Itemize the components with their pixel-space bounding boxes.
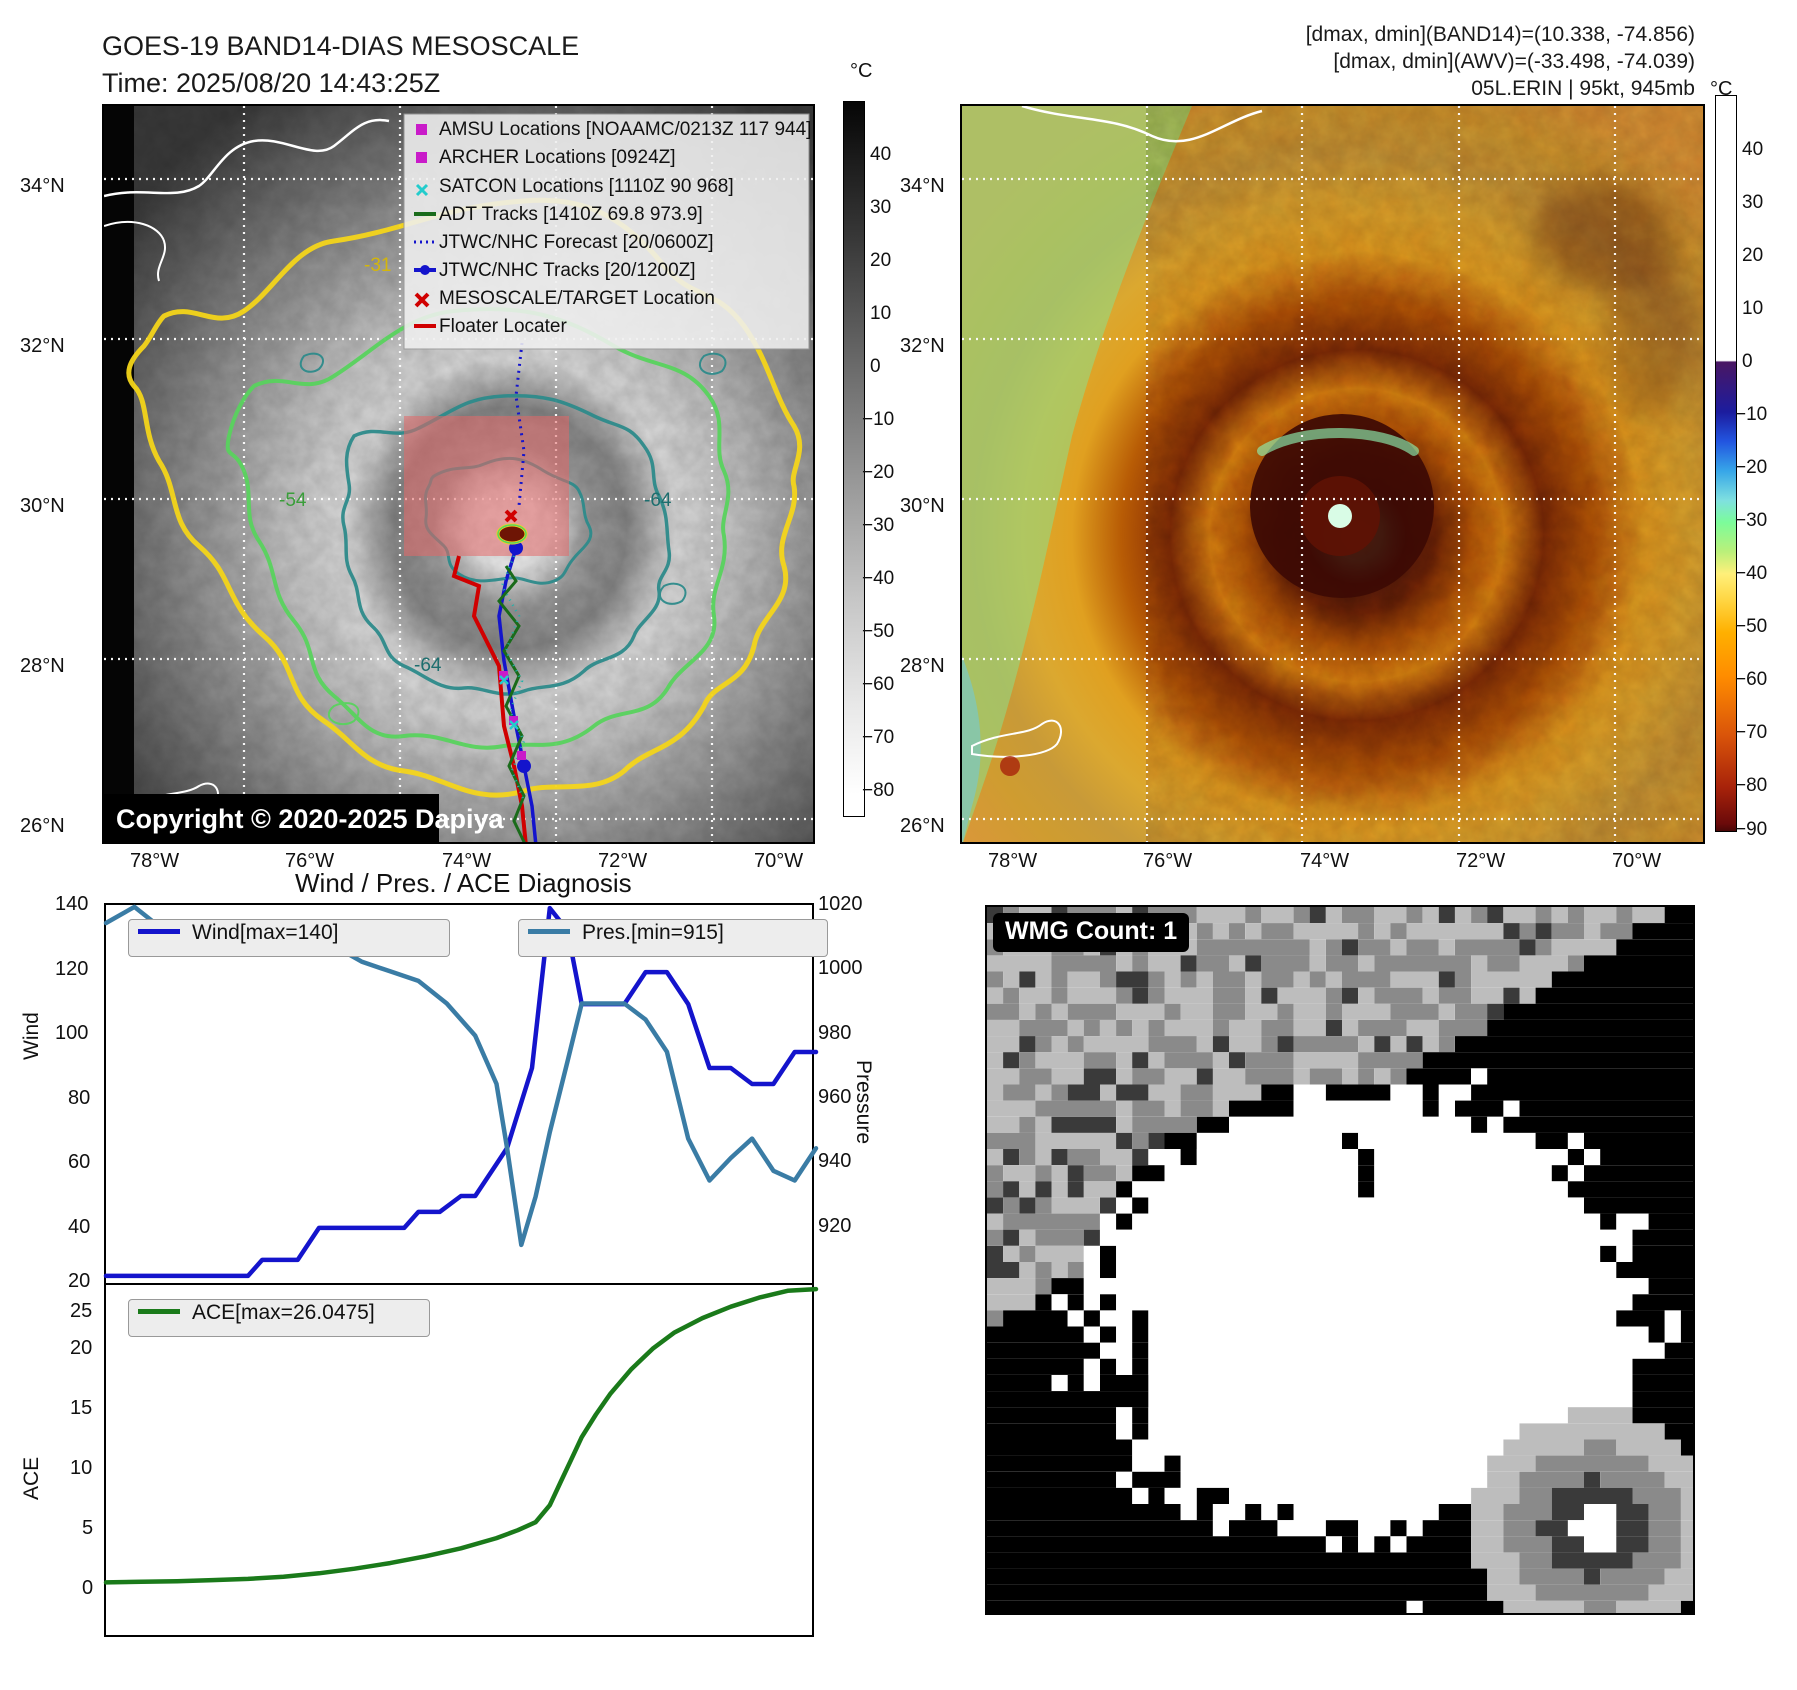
svg-text:SATCON Locations [1110Z 90 968: SATCON Locations [1110Z 90 968] xyxy=(439,176,734,197)
svg-text:MESOSCALE/TARGET Location: MESOSCALE/TARGET Location xyxy=(439,288,715,309)
svg-text:-64: -64 xyxy=(414,655,442,676)
svg-text:-54: -54 xyxy=(279,490,307,511)
svg-text:AMSU Locations [NOAAMC/0213Z 1: AMSU Locations [NOAAMC/0213Z 117 944] xyxy=(439,119,811,140)
svg-text:JTWC/NHC Forecast [20/0600Z]: JTWC/NHC Forecast [20/0600Z] xyxy=(439,232,714,253)
svg-text:Floater Locater: Floater Locater xyxy=(439,316,567,337)
svg-text:ADT Tracks [1410Z 69.8 973.9]: ADT Tracks [1410Z 69.8 973.9] xyxy=(439,204,703,225)
svg-text:ARCHER Locations [0924Z]: ARCHER Locations [0924Z] xyxy=(439,147,676,168)
svg-text:-31: -31 xyxy=(364,255,391,276)
svg-text:-64: -64 xyxy=(644,490,672,511)
svg-text:Copyright © 2020-2025 Dapiya: Copyright © 2020-2025 Dapiya xyxy=(116,804,505,834)
svg-text:JTWC/NHC Tracks [20/1200Z]: JTWC/NHC Tracks [20/1200Z] xyxy=(439,260,696,281)
